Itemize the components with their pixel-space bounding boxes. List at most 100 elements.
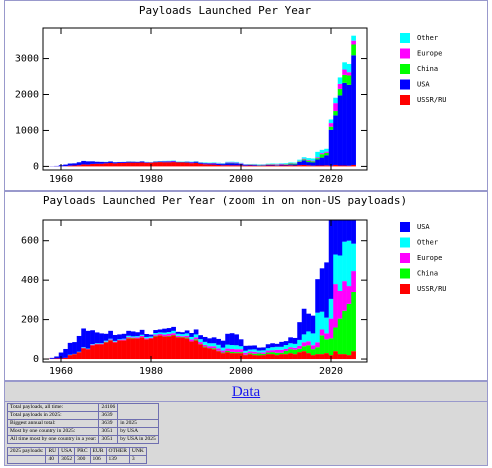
bar-segment — [103, 163, 109, 167]
bar-segment — [328, 119, 334, 124]
y-tick-label: 200 — [21, 315, 39, 326]
bar-segment — [193, 161, 199, 162]
bar-segment — [130, 337, 136, 338]
bar-segment — [238, 346, 244, 350]
bar-segment — [333, 327, 338, 352]
bar-segment — [328, 129, 334, 166]
table-cell: OTHER — [105, 447, 130, 456]
bar-segment — [252, 351, 257, 354]
bar-segment — [207, 348, 212, 360]
bar-segment — [121, 338, 127, 340]
legend-label: China — [417, 65, 438, 73]
bar-segment — [252, 353, 257, 356]
bar-segment — [184, 162, 190, 167]
bar-segment — [283, 164, 289, 165]
bar-segment — [171, 335, 176, 360]
bar-segment — [198, 339, 203, 343]
bar-segment — [171, 161, 176, 163]
bar-segment — [202, 341, 208, 345]
bar-segment — [247, 165, 253, 167]
bar-segment — [346, 240, 352, 287]
table-row: 2025 payloads: RU USA PRC EUR OTHER UNK — [6, 447, 147, 456]
table-cell: RU — [45, 447, 60, 456]
bar-segment — [225, 333, 230, 345]
data-link[interactable]: Data — [231, 384, 261, 400]
y-tick-label: 1000 — [15, 125, 39, 136]
bar-segment — [342, 220, 347, 242]
table-cell: 3051 — [98, 427, 119, 436]
bar-segment — [324, 339, 329, 354]
bar-segment — [103, 162, 109, 164]
bar-segment — [301, 159, 307, 161]
bar-segment — [81, 164, 86, 167]
bar-segment — [184, 330, 190, 334]
bar-segment — [265, 165, 271, 167]
summary-table: Total payloads, all time: 24106 Total payl… — [6, 403, 159, 444]
bar-segment — [229, 162, 235, 163]
bar-segment — [274, 352, 280, 356]
bar-segment — [211, 348, 217, 350]
bar-segment — [306, 159, 311, 161]
bar-segment — [337, 88, 343, 96]
bar-segment — [324, 152, 329, 156]
bar-segment — [238, 162, 244, 164]
legend-label: USA — [417, 81, 430, 89]
bar-segment — [292, 164, 298, 166]
bar-segment — [346, 220, 352, 241]
legend-swatch — [400, 33, 410, 43]
bar-segment — [126, 161, 131, 163]
bar-segment — [261, 352, 266, 354]
bar-segment — [139, 334, 145, 336]
bar-segment — [247, 349, 253, 352]
bar-segment — [130, 336, 136, 338]
legend-label: USSR/RU — [417, 285, 447, 293]
bar-segment — [270, 347, 275, 351]
bar-segment — [67, 163, 73, 166]
bar-segment — [117, 162, 122, 167]
bar-segment — [306, 353, 311, 360]
bar-segment — [333, 115, 338, 165]
bar-segment — [265, 164, 271, 166]
bar-segment — [243, 352, 248, 355]
bar-segment — [202, 163, 208, 165]
bar-segment — [292, 163, 298, 165]
bar-segment — [81, 328, 86, 348]
x-tick-label: 2000 — [229, 366, 253, 377]
bar-segment — [283, 163, 289, 164]
bar-segment — [243, 355, 248, 360]
bar-segment — [130, 161, 136, 163]
table-cell: by USA in 2025 — [117, 435, 159, 444]
bar-segment — [342, 74, 347, 83]
legend-label: China — [417, 270, 438, 278]
bar-segment — [207, 164, 212, 167]
bar-segment — [351, 44, 356, 56]
plot-area — [45, 220, 356, 360]
bar-segment — [337, 291, 343, 319]
table-cell: 24106 — [98, 403, 119, 412]
bar-segment — [315, 347, 320, 355]
bar-segment — [333, 103, 338, 112]
bar-segment — [319, 311, 325, 330]
legend-label: Other — [417, 239, 438, 247]
bar-segment — [162, 161, 167, 163]
bar-segment — [270, 165, 275, 167]
bar-segment — [283, 164, 289, 166]
bar-segment — [292, 162, 298, 164]
bar-segment — [225, 344, 230, 349]
bar-segment — [301, 342, 307, 347]
bar-segment — [148, 334, 154, 337]
table-cell: 3 — [128, 455, 147, 464]
legend-swatch — [400, 284, 410, 294]
bar-segment — [126, 336, 131, 338]
bar-segment — [301, 346, 307, 352]
bar-segment — [112, 334, 118, 341]
bar-segment — [279, 163, 284, 164]
bar-segment — [220, 165, 226, 167]
bar-segment — [189, 339, 194, 342]
bar-segment — [90, 163, 95, 167]
bar-segment — [274, 349, 280, 353]
bar-segment — [279, 352, 284, 355]
bar-segment — [324, 353, 329, 360]
bar-segment — [58, 352, 64, 359]
bar-segment — [148, 338, 154, 360]
